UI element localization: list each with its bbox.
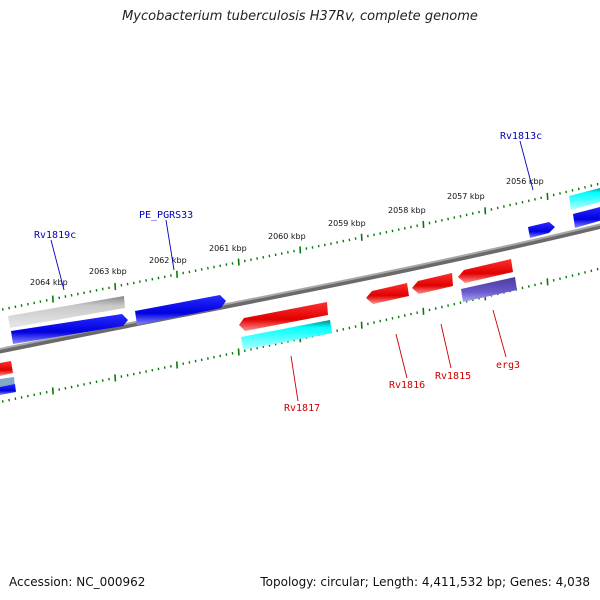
- label-rv1816[interactable]: Rv1816: [389, 380, 425, 391]
- scale-label-2056: 2056 kbp: [506, 177, 544, 186]
- gene-rv1815[interactable]: [412, 273, 453, 294]
- label-pe-pgrs33[interactable]: PE_PGRS33: [139, 210, 193, 221]
- scale-label-2060: 2060 kbp: [268, 232, 306, 241]
- gene-labels: Rv1819c PE_PGRS33 Rv1813c Rv1817 Rv1816 …: [34, 131, 542, 414]
- leader-erg3: [492, 309, 507, 358]
- label-erg3[interactable]: erg3: [496, 360, 520, 371]
- scale-label-2064: 2064 kbp: [30, 278, 68, 287]
- scale-label-2057: 2057 kbp: [447, 192, 485, 201]
- leader-pe-pgrs33: [165, 219, 175, 271]
- leader-rv1816: [395, 333, 408, 379]
- scale-label-2058: 2058 kbp: [388, 206, 426, 215]
- backbone-shadow: [0, 223, 600, 354]
- gene-gray[interactable]: [8, 296, 125, 328]
- label-rv1817[interactable]: Rv1817: [284, 403, 320, 414]
- leader-rv1817: [290, 355, 299, 402]
- accession-text: Accession: NC_000962: [9, 575, 146, 589]
- scale-label-2061: 2061 kbp: [209, 244, 247, 253]
- scale-label-2059: 2059 kbp: [328, 219, 366, 228]
- gene-blue-left[interactable]: [0, 384, 16, 395]
- leader-rv1819c: [50, 239, 65, 291]
- scale-label-2062: 2062 kbp: [149, 256, 187, 265]
- gene-cyan-rv1817[interactable]: [241, 320, 332, 350]
- gene-rv1819c[interactable]: [11, 314, 128, 344]
- label-rv1813c[interactable]: Rv1813c: [500, 131, 542, 142]
- leader-rv1815: [440, 323, 452, 369]
- gene-rv1817[interactable]: [239, 302, 328, 331]
- gene-pe-pgrs33[interactable]: [135, 295, 226, 325]
- gene-red-3[interactable]: [458, 259, 513, 283]
- gene-red-left[interactable]: [0, 361, 13, 376]
- genome-summary-text: Topology: circular; Length: 4,411,532 bp…: [260, 575, 590, 589]
- gene-cyan-edge[interactable]: [569, 187, 600, 210]
- gene-blue-edge[interactable]: [573, 206, 600, 228]
- label-rv1819c[interactable]: Rv1819c: [34, 230, 76, 241]
- label-rv1815[interactable]: Rv1815: [435, 371, 471, 382]
- outer-tick-row: [1, 182, 599, 311]
- scale-labels: 2064 kbp 2063 kbp 2062 kbp 2061 kbp 2060…: [30, 177, 544, 287]
- gene-rv1816[interactable]: [366, 283, 409, 304]
- gene-erg3[interactable]: [461, 277, 517, 302]
- scale-label-2063: 2063 kbp: [89, 267, 127, 276]
- label-leaders: [50, 140, 534, 402]
- leader-rv1813c: [519, 140, 534, 191]
- gene-rv1813c[interactable]: [528, 222, 555, 238]
- forward-features: [0, 187, 600, 395]
- reverse-features: [0, 259, 517, 376]
- map-title: Mycobacterium tuberculosis H37Rv, comple…: [122, 9, 478, 24]
